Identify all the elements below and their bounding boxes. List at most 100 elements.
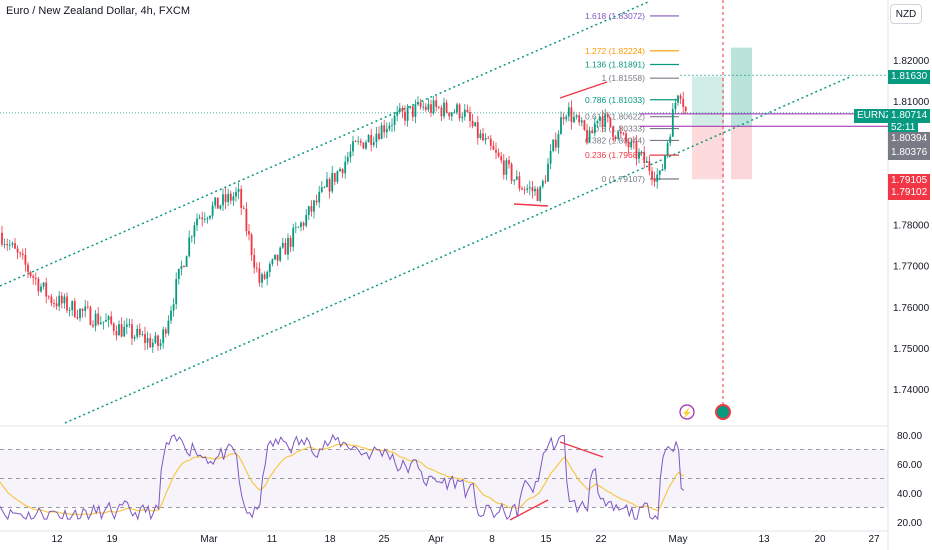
candle-body [203,219,206,220]
candle-body [396,111,399,116]
candle-body [320,187,323,192]
candle-body [341,168,344,174]
candle-body [294,227,297,229]
candle-body [159,343,162,346]
time-tick-label: 27 [868,534,880,545]
candle-body [76,317,79,319]
candle-body [440,107,443,117]
candle-body [661,169,664,171]
earnings-event-icon[interactable] [715,404,731,420]
candle-body [146,338,149,343]
candle-body [606,113,609,118]
candle-body [302,222,305,226]
candle-body [276,254,279,261]
candle-body [32,276,35,278]
candle-body [66,296,68,311]
divergence-line [513,203,549,207]
candle-body [684,107,687,111]
candle-body [482,133,484,141]
time-tick-label: 15 [540,534,552,545]
rsi-tick-label: 40.00 [897,489,922,500]
candle-body [211,205,214,216]
candle-body [448,112,451,117]
rsi-tick-label: 80.00 [897,431,922,442]
candle-body [573,116,575,123]
price-tag-3: 1.80376 [888,146,931,160]
long-stop-zone [731,125,752,180]
candle-body [521,188,523,190]
candle-body [58,295,61,307]
candle-body [492,145,495,150]
candle-body [513,179,516,181]
candle-body [562,117,565,120]
candle-body [131,324,133,339]
candle-body [409,106,412,108]
fib-level-label: 0.618 (1.80622) [585,112,645,122]
candle-body [50,296,53,304]
rsi-divergence-line [559,441,604,458]
candle-body [29,271,32,277]
candle-body [435,100,438,107]
candle-body [630,141,633,148]
candle-body [471,120,474,127]
candle-body [193,225,196,237]
candle-body [149,338,152,348]
candle-body [326,179,328,188]
candle-body [411,106,414,117]
candle-body [544,180,547,182]
candle-body [281,242,284,248]
candle-body [232,196,235,201]
candle-body [164,329,167,334]
candle-body [289,237,292,247]
candle-body [599,116,601,121]
candle-body [502,160,505,175]
candle-body [258,268,261,283]
candle-body [105,320,107,322]
candle-body [216,197,219,209]
candle-body [401,108,404,112]
candle-body [68,310,71,311]
candle-body [123,326,126,337]
price-tick-label: 1.81000 [893,97,930,108]
candle-body [318,191,321,203]
candle-body [333,173,336,182]
candle-body [424,106,427,110]
price-tick-label: 1.77000 [893,262,930,273]
candle-body [619,131,622,134]
candle-body [344,161,347,174]
candle-body [196,218,198,226]
price-tag-1: 1.81630 [888,70,931,84]
candle-body [271,259,274,265]
candle-body [180,265,183,269]
candle-body [645,161,648,163]
candle-body [534,188,536,192]
candle-body [432,100,435,113]
candle-body [313,200,315,212]
candle-body [458,104,461,119]
candle-body [677,95,679,103]
candle-body [476,122,479,139]
candle-body [588,130,591,143]
divergence-line [559,81,608,99]
lightning-event-icon[interactable] [679,404,695,420]
candle-body [253,255,256,268]
candle-body [515,176,518,180]
price-tick-label: 1.76000 [893,303,930,314]
rsi-tick-label: 20.00 [897,518,922,529]
countdown-tag: 52:11 [888,121,919,135]
candle-body [526,188,529,190]
candle-body [242,207,245,209]
candle-body [42,282,45,287]
candle-body [583,120,586,130]
candle-body [27,264,29,272]
candle-body [86,306,89,308]
candle-body [185,256,188,267]
candle-body [541,180,544,187]
candle-body [190,236,193,238]
candle-body [604,113,607,128]
time-tick-label: May [669,534,688,545]
candle-body [549,151,552,164]
currency-button[interactable]: NZD [890,4,922,24]
candle-body [138,328,141,335]
